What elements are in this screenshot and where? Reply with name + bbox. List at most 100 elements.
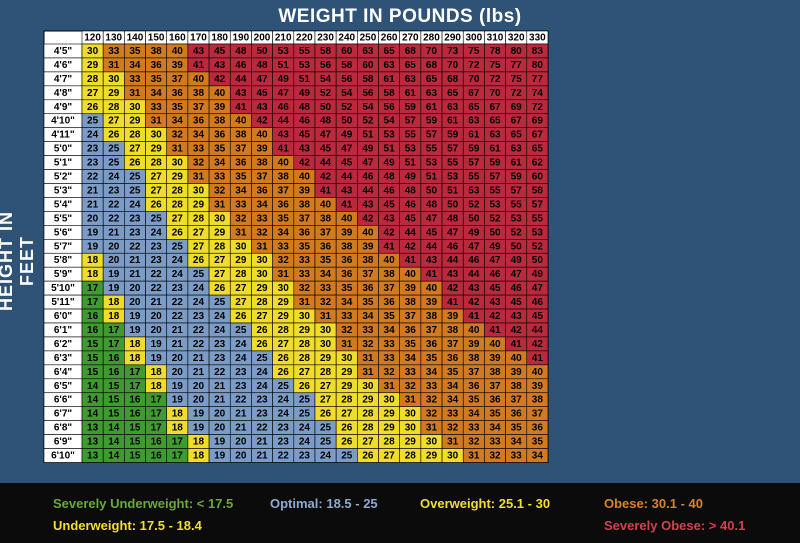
bmi-value: 74: [532, 88, 544, 99]
bmi-value: 33: [447, 409, 459, 420]
bmi-value: 29: [362, 395, 374, 406]
bmi-value: 21: [214, 395, 226, 406]
bmi-value: 50: [532, 255, 544, 266]
bmi-value: 24: [256, 381, 268, 392]
bmi-value: 38: [447, 325, 459, 336]
bmi-value: 29: [426, 451, 438, 462]
bmi-value: 39: [172, 60, 184, 71]
height-label: 4'11": [51, 130, 75, 141]
bmi-value: 18: [108, 297, 120, 308]
bmi-value: 32: [362, 339, 374, 350]
bmi-value: 49: [362, 144, 374, 155]
bmi-value: 26: [278, 367, 290, 378]
bmi-value: 27: [299, 367, 311, 378]
bmi-value: 46: [511, 283, 523, 294]
bmi-value: 40: [532, 367, 544, 378]
bmi-value: 16: [108, 367, 120, 378]
bmi-value: 39: [214, 102, 226, 113]
bmi-value: 24: [214, 311, 226, 322]
bmi-value: 38: [426, 311, 438, 322]
bmi-value: 20: [235, 451, 247, 462]
bmi-value: 31: [235, 227, 247, 238]
bmi-value: 18: [151, 381, 163, 392]
weight-header-label: 220: [296, 33, 313, 44]
bmi-value: 52: [532, 241, 544, 252]
bmi-value: 28: [405, 451, 417, 462]
bmi-value: 27: [341, 409, 353, 420]
bmi-value: 40: [193, 74, 205, 85]
height-label: 4'9": [54, 102, 73, 113]
bmi-value: 25: [320, 437, 332, 448]
bmi-value: 17: [151, 423, 163, 434]
bmi-value: 27: [320, 381, 332, 392]
bmi-value: 29: [256, 283, 268, 294]
bmi-value: 43: [362, 199, 374, 210]
bmi-value: 17: [151, 395, 163, 406]
bmi-value: 36: [447, 353, 459, 364]
bmi-value: 36: [320, 241, 332, 252]
bmi-value: 67: [532, 130, 544, 141]
bmi-value: 23: [193, 311, 205, 322]
bmi-value: 43: [299, 144, 311, 155]
bmi-value: 32: [214, 185, 226, 196]
bmi-value: 29: [129, 116, 141, 127]
bmi-value: 31: [299, 297, 311, 308]
weight-header-label: 280: [423, 33, 440, 44]
bmi-value: 53: [447, 172, 459, 183]
bmi-value: 39: [489, 353, 501, 364]
bmi-value: 35: [172, 102, 184, 113]
bmi-value: 32: [426, 395, 438, 406]
bmi-value: 52: [362, 116, 374, 127]
bmi-value: 17: [172, 451, 184, 462]
bmi-value: 35: [235, 172, 247, 183]
bmi-value: 50: [489, 227, 501, 238]
bmi-value: 72: [468, 60, 480, 71]
bmi-value: 26: [193, 255, 205, 266]
bmi-value: 48: [256, 60, 268, 71]
bmi-value: 35: [532, 437, 544, 448]
bmi-value: 18: [87, 269, 99, 280]
bmi-value: 26: [214, 283, 226, 294]
bmi-value: 33: [489, 437, 501, 448]
bmi-value: 34: [256, 199, 268, 210]
bmi-value: 40: [278, 158, 290, 169]
bmi-value: 26: [256, 325, 268, 336]
bmi-value: 23: [129, 227, 141, 238]
height-label: 4'7": [54, 74, 73, 85]
bmi-value: 35: [405, 339, 417, 350]
bmi-value: 36: [151, 60, 163, 71]
bmi-value: 42: [489, 311, 501, 322]
bmi-value: 61: [447, 116, 459, 127]
bmi-value: 75: [511, 74, 523, 85]
bmi-value: 21: [256, 451, 268, 462]
bmi-value: 44: [278, 116, 290, 127]
height-label: 6'6": [54, 395, 73, 406]
bmi-value: 32: [341, 325, 353, 336]
bmi-value: 38: [151, 46, 163, 57]
bmi-value: 44: [235, 74, 247, 85]
bmi-value: 47: [447, 227, 459, 238]
bmi-value: 41: [532, 353, 544, 364]
bmi-value: 35: [299, 241, 311, 252]
bmi-value: 70: [426, 46, 438, 57]
bmi-value: 26: [362, 451, 374, 462]
bmi-value: 34: [235, 185, 247, 196]
bmi-value: 61: [489, 144, 501, 155]
bmi-value: 53: [384, 130, 396, 141]
bmi-value: 53: [511, 213, 523, 224]
bmi-value: 34: [426, 367, 438, 378]
bmi-value: 38: [468, 353, 480, 364]
bmi-value: 36: [278, 199, 290, 210]
bmi-value: 27: [235, 283, 247, 294]
legend-overweight: Overweight: 25.1 - 30: [420, 496, 551, 511]
bmi-value: 51: [278, 60, 290, 71]
bmi-value: 24: [320, 451, 332, 462]
bmi-value: 15: [129, 423, 141, 434]
bmi-value: 27: [278, 339, 290, 350]
bmi-value: 28: [172, 185, 184, 196]
bmi-value: 16: [87, 325, 99, 336]
bmi-value: 24: [214, 325, 226, 336]
bmi-value: 15: [129, 437, 141, 448]
bmi-value: 35: [511, 423, 523, 434]
legend-underweight: Underweight: 17.5 - 18.4: [53, 518, 202, 533]
